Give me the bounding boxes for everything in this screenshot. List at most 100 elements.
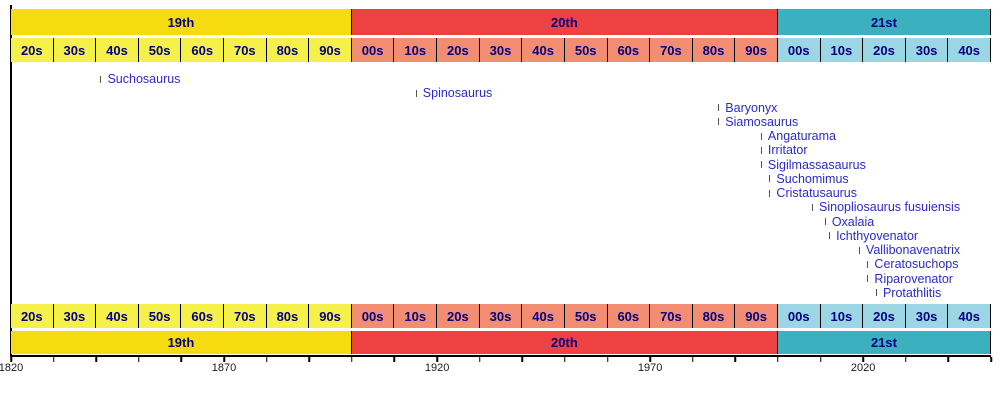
taxon-label-protathlitis[interactable]: Protathlitis (875, 285, 942, 300)
decade-cell-21st-10s: 10s (820, 304, 864, 328)
century-band-19th: 19th (11, 9, 352, 35)
axis-tick-2000 (777, 357, 779, 362)
decade-cell-21st-00s: 00s (777, 38, 821, 62)
taxon-label-spinosaurus[interactable]: Spinosaurus (415, 86, 492, 100)
axis-tick-1940 (521, 357, 524, 362)
taxon-label-vallibonavenatrix[interactable]: Vallibonavenatrix (858, 243, 960, 257)
decade-cell-20th-80s: 80s (692, 304, 736, 328)
decade-cell-21st-20s: 20s (863, 304, 906, 328)
taxon-name-text: Sigilmassasaurus (767, 157, 866, 172)
taxon-label-irritator[interactable]: Irritator (760, 143, 808, 157)
decade-cell-21st-20s: 20s (863, 38, 906, 62)
decade-cell-20th-60s: 60s (607, 38, 651, 62)
decade-cell-19th-60s: 60s (181, 304, 225, 328)
taxon-tick-mark (867, 260, 869, 268)
decade-cell-19th-40s: 40s (96, 38, 139, 62)
taxon-name-text: Cristatusaurus (776, 186, 858, 200)
taxon-label-baryonyx[interactable]: Baryonyx (718, 101, 777, 115)
taxon-name-text: Angaturama (767, 129, 837, 143)
taxon-label-angaturama[interactable]: Angaturama (760, 129, 837, 143)
taxon-name-text: Baryonyx (725, 100, 778, 115)
taxon-label-oxalaia[interactable]: Oxalaia (824, 214, 875, 229)
taxon-tick-mark (760, 146, 762, 154)
axis-year-label-2020: 2020 (850, 362, 876, 374)
axis-tick-1930 (478, 357, 481, 362)
decade-cell-21st-30s: 30s (905, 304, 949, 328)
axis-tick-1850 (138, 357, 140, 362)
axis-tick-1820 (10, 357, 12, 362)
axis-tick-1910 (393, 357, 396, 362)
taxon-label-suchomimus[interactable]: Suchomimus (769, 171, 849, 186)
taxon-label-cristatusaurus[interactable]: Cristatusaurus (769, 186, 857, 200)
decade-cell-20th-40s: 40s (522, 38, 565, 62)
century-band-20th: 20th (351, 9, 778, 35)
decade-cell-19th-90s: 90s (309, 304, 352, 328)
taxon-name-text: Oxalaia (831, 214, 875, 229)
decade-cell-20th-20s: 20s (437, 38, 480, 62)
taxon-name-text: Ceratosuchops (874, 257, 959, 272)
decade-cell-20th-20s: 20s (437, 304, 480, 328)
century-band-21st: 21st (777, 331, 991, 354)
axis-tick-1980 (691, 357, 694, 362)
decade-cell-19th-60s: 60s (181, 38, 225, 62)
taxon-label-suchosaurus[interactable]: Suchosaurus (100, 72, 180, 86)
decade-cell-19th-70s: 70s (224, 304, 267, 328)
axis-year-label-1920: 1920 (424, 362, 450, 374)
decade-cell-20th-00s: 00s (351, 38, 395, 62)
axis-tick-1880 (265, 357, 268, 362)
decade-cell-21st-00s: 00s (777, 304, 821, 328)
taxon-tick-mark (867, 275, 869, 282)
decade-cell-20th-30s: 30s (479, 304, 523, 328)
taxon-tick-mark (415, 89, 417, 97)
axis-tick-1920 (436, 357, 438, 362)
decade-cell-19th-20s: 20s (11, 38, 54, 62)
taxon-label-sigilmassasaurus[interactable]: Sigilmassasaurus (760, 157, 866, 172)
decade-cell-20th-30s: 30s (479, 38, 523, 62)
decade-cell-20th-10s: 10s (394, 304, 438, 328)
decade-cell-19th-90s: 90s (309, 38, 352, 62)
taxon-name-text: Suchomimus (776, 171, 849, 186)
decade-cell-19th-30s: 30s (53, 304, 97, 328)
taxon-tick-mark (829, 232, 831, 240)
taxon-name-text: Siamosaurus (725, 114, 799, 129)
axis-tick-2030 (905, 357, 907, 362)
decade-cell-20th-90s: 90s (735, 304, 778, 328)
century-band-19th: 19th (11, 331, 352, 354)
taxon-tick-mark (718, 104, 720, 111)
axis-year-label-1870: 1870 (211, 362, 237, 374)
axis-year-label-1970: 1970 (637, 362, 663, 374)
decade-cell-19th-80s: 80s (266, 304, 310, 328)
decade-cell-19th-50s: 50s (138, 304, 182, 328)
decade-cell-20th-90s: 90s (735, 38, 778, 62)
decade-row-bottom: 20s 30s 40s 50s 60s 70s 80s 90s 00s 10s 20s 30s 40s 5… (11, 304, 991, 328)
time-axis-line (10, 355, 991, 357)
taxon-label-ceratosuchops[interactable]: Ceratosuchops (867, 257, 959, 272)
axis-tick-1890 (308, 357, 310, 362)
taxon-label-ichthyovenator[interactable]: Ichthyovenator (829, 229, 918, 243)
decade-cell-21st-40s: 40s (948, 304, 991, 328)
taxon-tick-mark (718, 118, 720, 126)
axis-tick-1950 (564, 357, 566, 362)
century-band-21st: 21st (777, 9, 991, 35)
decade-cell-19th-70s: 70s (224, 38, 267, 62)
taxon-name-text: Protathlitis (882, 285, 942, 300)
axis-tick-1970 (649, 357, 651, 362)
taxon-name-text: Ichthyovenator (836, 228, 919, 243)
taxon-label-sinopliosaurus-fusuiensis[interactable]: Sinopliosaurus fusuiensis (812, 200, 960, 214)
decade-row-top: 20s 30s 40s 50s 60s 70s 80s 90s 00s 10s 20s 30s 40s 5… (11, 38, 991, 62)
decade-cell-21st-40s: 40s (948, 38, 991, 62)
decade-cell-20th-50s: 50s (564, 304, 608, 328)
axis-tick-2010 (819, 357, 822, 362)
decade-cell-20th-40s: 40s (522, 304, 565, 328)
taxon-label-riparovenator[interactable]: Riparovenator (867, 272, 953, 286)
decade-cell-19th-50s: 50s (138, 38, 182, 62)
taxon-label-siamosaurus[interactable]: Siamosaurus (718, 115, 798, 129)
decade-cell-20th-50s: 50s (564, 38, 608, 62)
decade-cell-20th-70s: 70s (650, 304, 693, 328)
taxon-tick-mark (875, 289, 877, 297)
century-row-top: 19th 20th 21st (11, 9, 991, 35)
axis-year-label-1820: 1820 (0, 362, 24, 374)
taxon-tick-mark (100, 75, 102, 83)
axis-tick-1840 (95, 357, 97, 362)
